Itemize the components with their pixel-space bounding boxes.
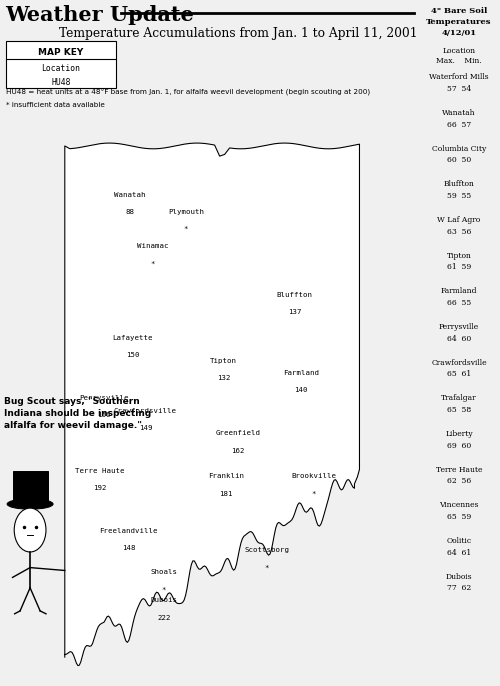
Text: Crawfordsville: Crawfordsville	[114, 408, 177, 414]
Text: Farmland: Farmland	[441, 287, 477, 296]
Text: Weather Update: Weather Update	[5, 5, 194, 25]
Text: 66  55: 66 55	[447, 299, 471, 307]
Text: Waterford Mills: Waterford Mills	[429, 73, 489, 82]
Circle shape	[14, 508, 46, 552]
Text: * insufficient data available: * insufficient data available	[6, 102, 105, 108]
Text: Brookville: Brookville	[291, 473, 336, 480]
Text: Terre Haute: Terre Haute	[74, 468, 124, 474]
Text: 132: 132	[217, 375, 230, 381]
Text: 166: 166	[97, 412, 110, 418]
Text: Location: Location	[442, 47, 476, 55]
Text: *: *	[162, 587, 166, 593]
Text: 64  60: 64 60	[447, 335, 471, 343]
Text: Dubois: Dubois	[150, 598, 178, 604]
Text: *: *	[311, 490, 316, 497]
Text: Tipton: Tipton	[446, 252, 471, 260]
Text: MAP KEY: MAP KEY	[38, 48, 84, 57]
Text: 148: 148	[122, 545, 136, 552]
Text: 149: 149	[138, 425, 152, 431]
Text: 64  61: 64 61	[447, 549, 471, 557]
Text: Wanatah: Wanatah	[114, 192, 146, 198]
Text: Farmland: Farmland	[283, 370, 319, 376]
Text: Scottsborg: Scottsborg	[244, 547, 289, 553]
Text: 192: 192	[92, 485, 106, 491]
Ellipse shape	[7, 499, 53, 509]
Text: Wanatah: Wanatah	[442, 109, 476, 117]
Text: 66  57: 66 57	[447, 121, 471, 129]
Text: 150: 150	[126, 352, 140, 358]
Text: Location: Location	[42, 64, 80, 73]
FancyBboxPatch shape	[12, 471, 48, 505]
Text: Oolitic: Oolitic	[446, 537, 471, 545]
Text: 222: 222	[157, 615, 170, 621]
Text: Tipton: Tipton	[210, 357, 237, 364]
Polygon shape	[65, 143, 360, 665]
Text: 162: 162	[232, 448, 245, 454]
Text: 57  54: 57 54	[447, 85, 471, 93]
Text: 65  58: 65 58	[447, 406, 471, 414]
Text: Greenfield: Greenfield	[216, 431, 261, 436]
Text: 4/12/01: 4/12/01	[442, 29, 476, 38]
Text: W Laf Agro: W Laf Agro	[438, 216, 480, 224]
Text: 69  60: 69 60	[447, 442, 471, 450]
Text: Freelandville: Freelandville	[100, 528, 158, 534]
Text: 65  59: 65 59	[447, 513, 471, 521]
Text: 62  56: 62 56	[447, 477, 471, 486]
Text: Perrysville: Perrysville	[79, 394, 128, 401]
Text: Franklin: Franklin	[208, 473, 244, 480]
Text: *: *	[184, 226, 188, 232]
Text: 61  59: 61 59	[447, 263, 471, 272]
Text: 88: 88	[125, 209, 134, 215]
Text: Shoals: Shoals	[150, 569, 178, 575]
Text: Bluffton: Bluffton	[444, 180, 474, 189]
Text: Lafayette: Lafayette	[112, 335, 153, 340]
Text: Perrysville: Perrysville	[439, 323, 479, 331]
Text: Terre Haute: Terre Haute	[436, 466, 482, 474]
Text: Trafalgar: Trafalgar	[441, 394, 477, 403]
Text: 137: 137	[288, 309, 302, 315]
Text: 140: 140	[294, 387, 308, 393]
Text: *: *	[150, 261, 155, 267]
Text: Winamac: Winamac	[137, 244, 168, 249]
Text: Temperatures: Temperatures	[426, 18, 492, 26]
Text: Liberty: Liberty	[445, 430, 473, 438]
Text: Dubois: Dubois	[446, 573, 472, 581]
FancyBboxPatch shape	[6, 41, 116, 88]
Text: HU48: HU48	[52, 78, 71, 88]
Text: Bug Scout says, "Southern
Indiana should be inspecting
alfalfa for weevil damage: Bug Scout says, "Southern Indiana should…	[4, 397, 152, 430]
Text: Bluffton: Bluffton	[276, 292, 312, 298]
Text: 4" Bare Soil: 4" Bare Soil	[431, 7, 487, 15]
Text: 60  50: 60 50	[447, 156, 471, 165]
Text: HU48 = heat units at a 48°F base from Jan. 1, for alfalfa weevil development (be: HU48 = heat units at a 48°F base from Ja…	[6, 89, 370, 96]
Text: 59  55: 59 55	[447, 192, 471, 200]
Text: Vincennes: Vincennes	[440, 501, 479, 510]
Text: Crawfordsville: Crawfordsville	[431, 359, 487, 367]
Text: 65  61: 65 61	[447, 370, 471, 379]
Text: Plymouth: Plymouth	[168, 209, 204, 215]
Text: Columbia City: Columbia City	[432, 145, 486, 153]
Text: Temperature Accumulations from Jan. 1 to April 11, 2001: Temperature Accumulations from Jan. 1 to…	[59, 27, 418, 40]
Text: 181: 181	[219, 490, 232, 497]
Text: Max.    Min.: Max. Min.	[436, 57, 482, 65]
Text: 63  56: 63 56	[447, 228, 471, 236]
Text: 77  62: 77 62	[447, 584, 471, 593]
Text: *: *	[264, 565, 269, 571]
